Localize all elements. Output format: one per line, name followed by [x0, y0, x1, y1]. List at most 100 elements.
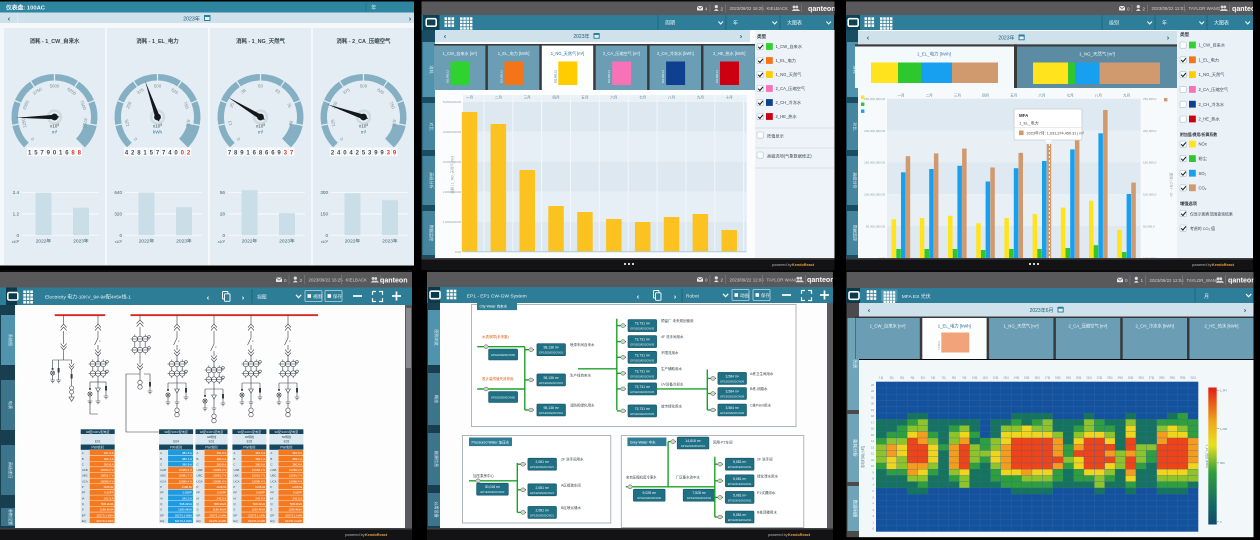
svg-text:P: P [270, 485, 272, 489]
svg-text:28: 28 [220, 212, 226, 217]
svg-text:8: 8 [234, 150, 238, 156]
svg-text:20273.1 kWh: 20273.1 kWh [175, 513, 192, 517]
svg-text:4,000,000.00: 4,000,000.00 [443, 130, 461, 134]
svg-text:年: 年 [371, 4, 377, 12]
svg-text:1: 1 [873, 520, 875, 524]
svg-text:A: A [270, 451, 272, 455]
svg-text:1_NG_天然气 [m³]: 1_NG_天然气 [m³] [1004, 323, 1039, 330]
svg-text:2: 2 [331, 150, 335, 156]
svg-text:一月: 一月 [466, 94, 473, 99]
svg-text:20273.1 kWh: 20273.1 kWh [285, 513, 302, 517]
svg-text:UAB: UAB [270, 468, 276, 472]
svg-text:B: B [233, 457, 235, 461]
svg-text:P: P [197, 485, 199, 489]
svg-text:300: 300 [320, 190, 328, 195]
svg-text:表计量闯值失效停用: 表计量闯值失效停用 [482, 376, 514, 381]
svg-text:5,081 m³: 5,081 m³ [733, 493, 747, 497]
svg-text:粉尘: 粉尘 [1199, 155, 1207, 162]
svg-text:EP1E00/E00CW05: EP1E00/E00CW05 [630, 374, 654, 378]
svg-text:0: 0 [222, 233, 225, 238]
svg-text:1_CW_自来水 [m³]: 1_CW_自来水 [m³] [443, 50, 477, 56]
svg-text:MFA ES 光伏: MFA ES 光伏 [902, 293, 931, 300]
svg-text:382.1 A: 382.1 A [182, 457, 192, 461]
svg-text:IA: IA [160, 496, 163, 500]
svg-text:加压泵房中心: 加压泵房中心 [473, 473, 494, 478]
svg-text:喷漆车间自来水: 喷漆车间自来水 [570, 342, 595, 347]
svg-text:EP1E00/E00CW21: EP1E00/E00CW21 [530, 513, 554, 517]
svg-text:200,000,000.00: 200,000,000.00 [864, 129, 885, 133]
svg-text:1_NG_天然气 [m³]: 1_NG_天然气 [m³] [551, 50, 584, 56]
svg-text:1_EL_电力 [kWh]: 1_EL_电力 [kWh] [938, 323, 971, 330]
svg-text:S: S [197, 508, 199, 512]
svg-text:10091.7 V: 10091.7 V [252, 474, 265, 478]
svg-text:EQ: EQ [197, 519, 202, 523]
svg-text:SO₂: SO₂ [1199, 171, 1207, 176]
svg-text:2,081 m³: 2,081 m³ [536, 460, 550, 464]
svg-text:632,963.12: 632,963.12 [446, 69, 450, 83]
svg-text:S: S [160, 508, 162, 512]
svg-text:1,347: 1,347 [1220, 388, 1227, 392]
svg-text:242.5 A: 242.5 A [104, 496, 114, 500]
svg-text:4: 4 [125, 150, 129, 156]
svg-text:A: A [82, 451, 84, 455]
svg-text:六月: 六月 [610, 94, 617, 99]
svg-text:C: C [82, 462, 84, 466]
svg-text:10083.2 V: 10083.2 V [213, 468, 226, 472]
svg-text:系统图: 系统图 [8, 334, 14, 346]
svg-text:8: 8 [873, 477, 875, 481]
svg-text:2023年6月: 2023年6月 [1030, 307, 1054, 314]
svg-text:2,000,000.00: 2,000,000.00 [443, 190, 461, 194]
svg-text:6: 6 [65, 150, 69, 156]
svg-text:2022年: 2022年 [345, 238, 361, 245]
svg-text:508.2kVA: 508.2kVA [101, 502, 113, 506]
svg-text:16: 16 [871, 427, 874, 431]
svg-text:‹: ‹ [868, 305, 871, 314]
svg-text:B栋-闭路水: B栋-闭路水 [750, 386, 768, 391]
svg-text:4: 4 [349, 150, 353, 156]
svg-text:水表故障(未采集): 水表故障(未采集) [482, 334, 509, 339]
svg-text:5: 5 [150, 150, 154, 156]
svg-text:30,018 m³: 30,018 m³ [485, 485, 501, 489]
svg-text:2_HE_热水: 2_HE_热水 [776, 113, 798, 120]
svg-text:9#配/10KV配电室: 9#配/10KV配电室 [200, 429, 224, 434]
svg-text:100,000,000.00: 100,000,000.00 [864, 193, 885, 197]
svg-text:242.5 A: 242.5 A [255, 496, 265, 500]
svg-text:1_NG_天然气: 1_NG_天然气 [776, 71, 803, 78]
svg-text:2: 2 [721, 6, 724, 11]
svg-text:2_CA_压缩空气 [m³]: 2_CA_压缩空气 [m³] [1068, 323, 1107, 330]
svg-text:EP1E00/E00CW00: EP1E00/E00CW00 [491, 396, 515, 400]
svg-text:P: P [160, 485, 162, 489]
svg-text:m³: m³ [361, 130, 367, 135]
svg-text:能耗分析: 能耗分析 [852, 439, 859, 457]
svg-text:1108.6k: 1108.6k [182, 485, 193, 489]
svg-text:19日: 19日 [1066, 376, 1072, 380]
svg-text:98,136 m³: 98,136 m³ [544, 406, 560, 410]
svg-text:5: 5 [873, 495, 875, 499]
svg-text:1.2: 1.2 [13, 212, 20, 217]
svg-text:P1试漏用水: P1试漏用水 [757, 490, 776, 495]
svg-text:高级分析: 高级分析 [429, 172, 435, 188]
svg-text:10086.4 V: 10086.4 V [100, 479, 113, 483]
svg-text:20: 20 [871, 402, 874, 406]
svg-text:380.8 A: 380.8 A [182, 462, 192, 466]
svg-text:73,731 m³: 73,731 m³ [635, 369, 651, 373]
svg-text:380.8 A: 380.8 A [292, 462, 302, 466]
svg-text:508.2kVA: 508.2kVA [180, 502, 192, 506]
svg-text:阵值显示: 阵值显示 [767, 133, 784, 140]
svg-text:8: 8 [137, 150, 141, 156]
svg-text:382.1 A: 382.1 A [104, 457, 114, 461]
svg-text:电表: 电表 [8, 401, 14, 409]
svg-text:0: 0 [284, 278, 287, 283]
svg-text:五月: 五月 [1010, 93, 1017, 98]
svg-text:周期: 周期 [665, 21, 675, 27]
svg-text:9: 9 [240, 150, 244, 156]
svg-text:E01: E01 [95, 440, 101, 444]
svg-text:Pressured Water 加压水: Pressured Water 加压水 [472, 439, 510, 444]
svg-text:5000: 5000 [50, 84, 60, 89]
svg-text:UBC: UBC [233, 474, 239, 478]
svg-text:380.8 A: 380.8 A [104, 462, 114, 466]
svg-text:1_CW_自来水 [m³]: 1_CW_自来水 [m³] [870, 323, 906, 330]
svg-text:0.92PF: 0.92PF [217, 491, 227, 495]
svg-text:2022年: 2022年 [139, 238, 155, 245]
svg-text:UCA: UCA [82, 479, 88, 483]
